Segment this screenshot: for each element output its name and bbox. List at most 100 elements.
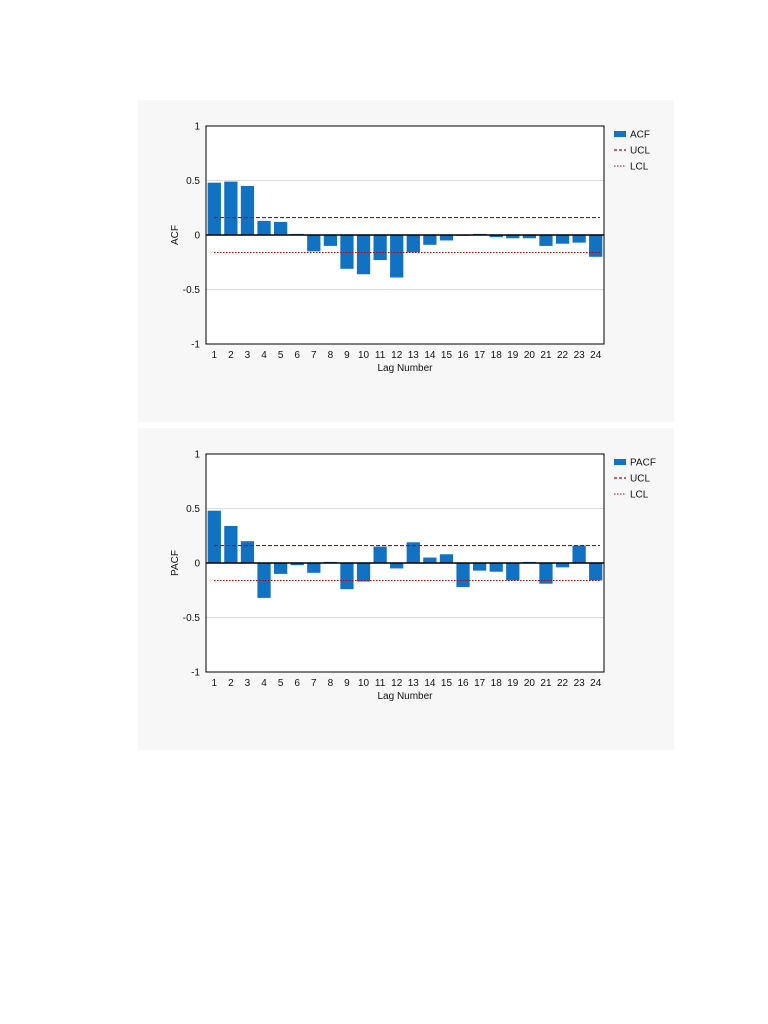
pacf-chart-panel: 1 0.5 0 -0.5 -1 1 2 3 4 5 6 7 8 9 10 11 12 13 14 15 16 17 18 19… bbox=[138, 428, 674, 750]
pacf-bar bbox=[240, 541, 255, 563]
acf-bar bbox=[224, 181, 238, 235]
acf-bar bbox=[406, 235, 420, 253]
acf-bar bbox=[589, 235, 603, 257]
pacf-x-tick-label: 7 bbox=[311, 678, 317, 689]
pacf-bar bbox=[373, 546, 387, 563]
acf-x-tick-label: 3 bbox=[245, 350, 251, 361]
acf-bar bbox=[572, 235, 586, 243]
pacf-x-tick-label: 9 bbox=[344, 678, 350, 689]
acf-bar bbox=[356, 235, 371, 275]
pacf-x-axis-title: Lag Number bbox=[377, 691, 433, 702]
acf-y-tick-label: -0.5 bbox=[183, 285, 201, 296]
acf-x-tick-label: 16 bbox=[457, 350, 469, 361]
acf-bar bbox=[522, 235, 537, 239]
pacf-bar bbox=[307, 563, 321, 573]
pacf-bar bbox=[257, 563, 271, 598]
pacf-y-tick-label: 0 bbox=[194, 559, 200, 570]
acf-y-tick-label: 1 bbox=[194, 122, 200, 133]
acf-bar bbox=[207, 182, 221, 235]
acf-x-tick-label: 9 bbox=[344, 350, 350, 361]
acf-x-tick-label: 14 bbox=[424, 350, 436, 361]
acf-x-tick-label: 5 bbox=[278, 350, 284, 361]
pacf-plot-border bbox=[205, 453, 605, 673]
acf-bar bbox=[390, 235, 404, 278]
acf-x-tick-label: 2 bbox=[228, 350, 234, 361]
pacf-x-tick-label: 14 bbox=[424, 678, 436, 689]
pacf-x-tick-label: 2 bbox=[228, 678, 234, 689]
pacf-x-tick-label: 8 bbox=[328, 678, 334, 689]
acf-bar bbox=[323, 235, 338, 246]
pacf-bar bbox=[472, 563, 487, 571]
acf-bar bbox=[307, 235, 321, 252]
pacf-x-tick-label: 17 bbox=[474, 678, 486, 689]
acf-legend-label: UCL bbox=[630, 146, 650, 157]
acf-bar bbox=[340, 235, 354, 269]
acf-x-tick-label: 8 bbox=[328, 350, 334, 361]
pacf-y-tick-label: -1 bbox=[191, 668, 200, 679]
pacf-x-tick-label: 10 bbox=[358, 678, 370, 689]
acf-x-tick-label: 15 bbox=[441, 350, 453, 361]
pacf-bar bbox=[406, 542, 420, 563]
acf-x-tick-label: 6 bbox=[294, 350, 300, 361]
pacf-bar bbox=[456, 563, 470, 587]
pacf-x-tick-label: 3 bbox=[245, 678, 251, 689]
pacf-x-tick-label: 22 bbox=[557, 678, 569, 689]
pacf-bar bbox=[539, 563, 553, 584]
pacf-y-tick-label: 1 bbox=[194, 450, 200, 461]
acf-x-tick-label: 23 bbox=[574, 350, 586, 361]
acf-y-tick-label: -1 bbox=[191, 340, 200, 351]
pacf-x-tick-label: 12 bbox=[391, 678, 403, 689]
acf-x-tick-label: 22 bbox=[557, 350, 569, 361]
pacf-x-tick-label: 4 bbox=[261, 678, 267, 689]
pacf-bar bbox=[555, 563, 570, 568]
pacf-bar bbox=[589, 563, 603, 581]
acf-x-tick-label: 13 bbox=[408, 350, 420, 361]
acf-x-tick-label: 18 bbox=[491, 350, 503, 361]
pacf-x-tick-label: 13 bbox=[408, 678, 420, 689]
acf-x-tick-label: 24 bbox=[590, 350, 602, 361]
pacf-x-tick-label: 11 bbox=[375, 678, 386, 689]
acf-legend-label: ACF bbox=[630, 130, 650, 141]
pacf-x-tick-label: 16 bbox=[457, 678, 469, 689]
pacf-bar bbox=[489, 563, 503, 572]
pacf-x-tick-label: 21 bbox=[540, 678, 552, 689]
acf-x-tick-label: 21 bbox=[540, 350, 552, 361]
acf-x-tick-label: 17 bbox=[474, 350, 486, 361]
acf-bar bbox=[273, 221, 288, 235]
acf-legend-swatch-bar bbox=[614, 131, 626, 137]
pacf-bar bbox=[356, 563, 371, 582]
pacf-x-tick-label: 1 bbox=[212, 678, 218, 689]
pacf-y-tick-label: 0.5 bbox=[186, 504, 200, 515]
pacf-x-tick-label: 6 bbox=[294, 678, 300, 689]
pacf-x-tick-label: 5 bbox=[278, 678, 284, 689]
pacf-legend-label: PACF bbox=[630, 458, 656, 469]
acf-y-tick-label: 0.5 bbox=[186, 176, 200, 187]
acf-x-tick-label: 19 bbox=[507, 350, 519, 361]
acf-x-tick-label: 20 bbox=[524, 350, 536, 361]
acf-x-tick-label: 10 bbox=[358, 350, 370, 361]
acf-bar bbox=[506, 235, 520, 239]
acf-plot-border bbox=[205, 125, 605, 345]
acf-chart: 10.50-0.5-11 2 3 4 5 6 7 8 9 10 11 12 13 14 15 16 17 18 19… bbox=[170, 122, 650, 375]
pacf-legend-swatch-bar bbox=[614, 459, 626, 465]
acf-bar bbox=[423, 235, 437, 245]
acf-y-axis-title: ACF bbox=[170, 225, 181, 245]
acf-x-tick-label: 4 bbox=[261, 350, 267, 361]
pacf-bar bbox=[390, 563, 404, 569]
pacf-legend-label: LCL bbox=[630, 490, 649, 501]
acf-legend-label: LCL bbox=[630, 162, 649, 173]
pacf-y-axis-title: PACF bbox=[170, 550, 181, 576]
acf-x-axis-title: Lag Number bbox=[377, 363, 433, 374]
acf-bar bbox=[439, 235, 454, 241]
pacf-bar bbox=[340, 563, 354, 590]
acf-bar bbox=[555, 235, 570, 244]
acf-x-tick-label: 1 bbox=[212, 350, 218, 361]
pacf-bar bbox=[572, 545, 586, 563]
acf-bar bbox=[539, 235, 553, 246]
acf-bar bbox=[257, 220, 271, 235]
pacf-bar bbox=[290, 563, 304, 566]
acf-x-tick-label: 11 bbox=[375, 350, 386, 361]
pacf-bar bbox=[506, 563, 520, 581]
pacf-bar bbox=[224, 525, 238, 563]
acf-y-tick-label: 0 bbox=[194, 231, 200, 242]
